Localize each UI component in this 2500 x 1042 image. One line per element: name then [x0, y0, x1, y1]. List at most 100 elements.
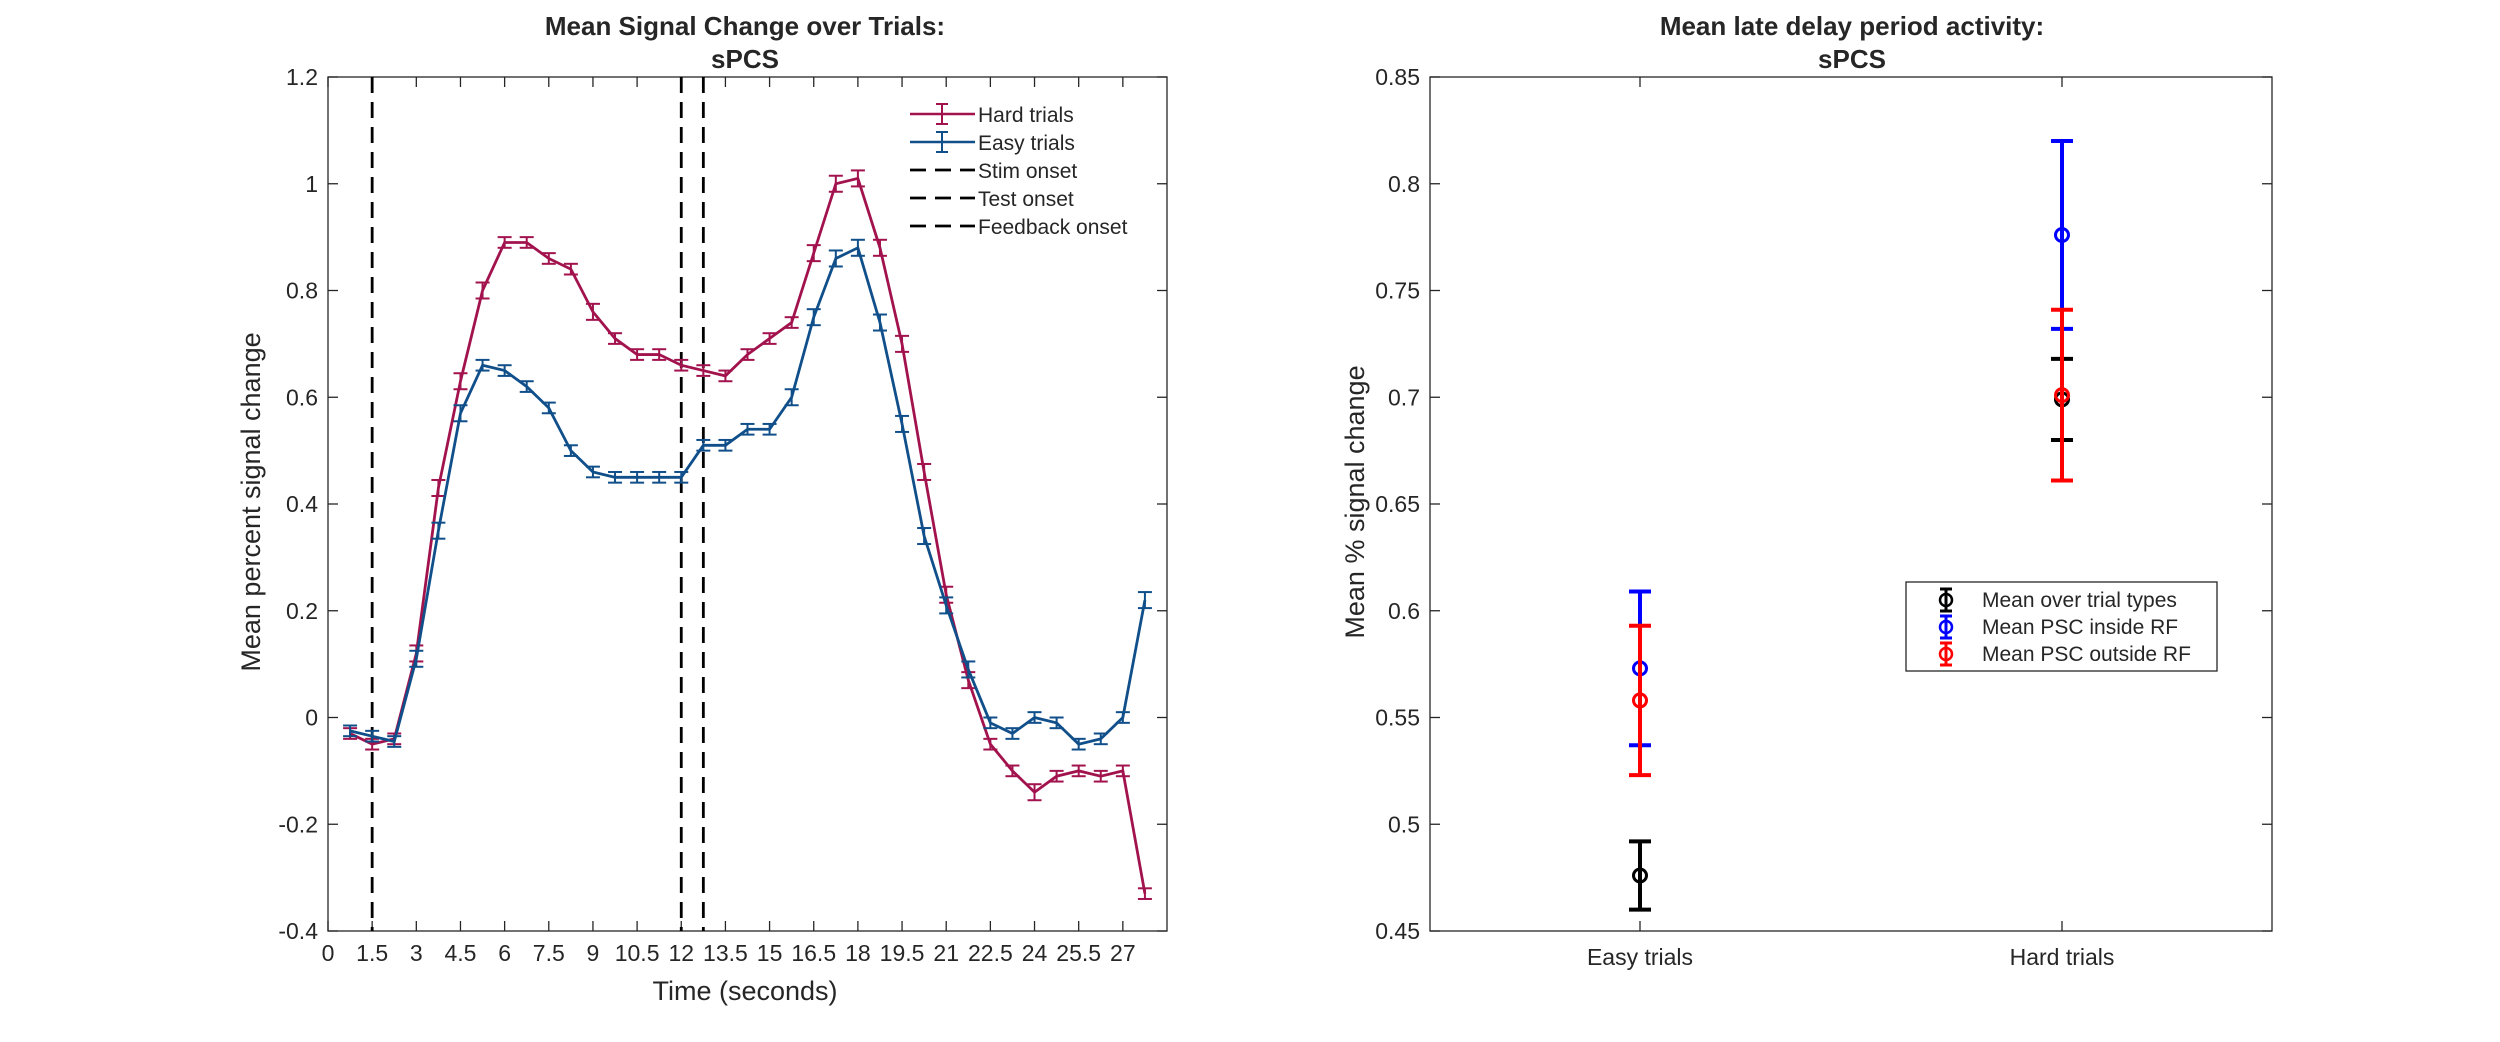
left-x-tick-label: 3 — [410, 940, 423, 966]
right-y-tick-label: 0.85 — [1375, 64, 1420, 90]
left-errorbar-easy — [431, 521, 446, 540]
left-x-tick-label: 0 — [322, 940, 335, 966]
signal-change-chart: Mean Signal Change over Trials: sPCS Tim… — [236, 11, 1168, 1006]
left-errorbar-hard — [519, 236, 534, 249]
right-legend: Mean over trial types Mean PSC inside RF M… — [1905, 581, 2218, 672]
left-errorbar-hard — [1137, 887, 1152, 900]
left-errorbar-easy — [453, 404, 468, 423]
left-errorbar-easy — [409, 649, 424, 668]
left-errorbar-easy — [762, 422, 777, 436]
left-y-tick-label: -0.2 — [278, 811, 318, 837]
left-errorbar-hard — [585, 302, 600, 321]
right-y-tick-label: 0.8 — [1388, 171, 1420, 197]
left-errorbar-easy — [343, 724, 358, 738]
right-x-tick-label: Easy trials — [1587, 944, 1693, 970]
left-x-tick-label: 10.5 — [615, 940, 660, 966]
left-x-tick-label: 21 — [933, 940, 959, 966]
left-errorbar-easy — [652, 470, 667, 484]
right-y-tick-label: 0.65 — [1375, 491, 1420, 517]
right-y-tick-label: 0.55 — [1375, 705, 1420, 731]
left-errorbar-easy — [1115, 711, 1130, 724]
left-legend-item: Feedback onset — [910, 216, 1128, 239]
left-x-tick-label: 27 — [1110, 940, 1136, 966]
left-errorbar-hard — [431, 478, 446, 497]
left-y-tick-label: 0.6 — [286, 384, 318, 410]
left-errorbar-easy — [1137, 591, 1152, 610]
left-errorbar-hard — [983, 737, 998, 751]
left-legend-item: Hard trials — [910, 103, 1074, 127]
left-errorbar-hard — [1071, 764, 1086, 778]
left-errorbar-hard — [696, 364, 711, 377]
right-point-outside_rf — [2051, 307, 2073, 483]
left-errorbar-hard — [872, 238, 887, 257]
left-x-tick-label: 7.5 — [533, 940, 565, 966]
left-y-tick-label: 0 — [305, 705, 318, 731]
right-axes-box — [1429, 76, 2273, 932]
left-errorbar-easy — [718, 438, 733, 452]
right-legend-item: Mean over trial types — [1938, 587, 2177, 613]
right-legend-box — [1905, 581, 2218, 672]
left-errorbar-easy — [541, 401, 556, 415]
right-plot-area: 0.45 0.5 0.55 0.6 0.65 0.7 0.75 0.8 0.85 Easy tri… — [1375, 64, 2273, 970]
left-y-axis-label: Mean percent signal change — [236, 332, 266, 671]
left-errorbar-hard — [784, 316, 799, 329]
left-errorbar-hard — [1049, 769, 1064, 783]
right-point-mean — [1629, 839, 1651, 912]
left-errorbar-easy — [519, 380, 534, 393]
left-errorbar-hard — [806, 244, 821, 263]
left-y-tick-label: 0.2 — [286, 598, 318, 624]
left-x-tick-label: 4.5 — [444, 940, 476, 966]
left-x-tick-label: 18 — [845, 940, 871, 966]
left-errorbar-easy — [497, 364, 512, 377]
left-x-tick-label: 15 — [757, 940, 783, 966]
left-y-tick-label: 1 — [305, 171, 318, 197]
left-legend-label: Feedback onset — [978, 216, 1128, 239]
late-delay-chart: Mean late delay period activity: sPCS Me… — [1340, 11, 2273, 970]
left-errorbar-easy — [895, 414, 910, 433]
left-x-tick-label: 16.5 — [791, 940, 836, 966]
right-point-inside_rf — [2051, 139, 2073, 331]
left-errorbar-easy — [674, 470, 689, 484]
left-errorbar-hard — [850, 169, 865, 188]
right-y-tick-label: 0.7 — [1388, 384, 1420, 410]
left-errorbar-hard — [895, 334, 910, 353]
right-legend-label: Mean PSC inside RF — [1982, 616, 2178, 639]
left-errorbar-hard — [475, 281, 490, 300]
left-x-tick-label: 6 — [498, 940, 511, 966]
left-errorbar-easy — [828, 249, 843, 268]
left-legend: Hard trials Easy trials Stim onset Test ons… — [910, 103, 1128, 239]
right-point-outside_rf — [1629, 623, 1651, 778]
left-y-tick-label: 0.8 — [286, 278, 318, 304]
left-errorbar-easy — [961, 660, 976, 679]
left-legend-label: Test onset — [978, 188, 1074, 211]
left-errorbar-hard — [497, 236, 512, 249]
left-errorbar-easy — [1005, 727, 1020, 740]
right-y-tick-label: 0.75 — [1375, 278, 1420, 304]
right-y-tick-label: 0.5 — [1388, 811, 1420, 837]
left-errorbar-easy — [1071, 737, 1086, 751]
left-errorbar-easy — [1027, 711, 1042, 724]
left-errorbar-easy — [1093, 732, 1108, 746]
left-x-tick-label: 13.5 — [703, 940, 748, 966]
right-legend-item: Mean PSC inside RF — [1938, 614, 2178, 640]
left-errorbar-easy — [365, 729, 380, 743]
left-errorbar-hard — [453, 372, 468, 391]
left-legend-label: Stim onset — [978, 160, 1077, 183]
right-legend-label: Mean PSC outside RF — [1982, 643, 2191, 666]
left-errorbar-hard — [762, 332, 777, 345]
left-errorbar-hard — [1115, 764, 1130, 778]
left-errorbar-hard — [1005, 764, 1020, 778]
right-y-tick-label: 0.6 — [1388, 598, 1420, 624]
left-legend-label: Hard trials — [978, 104, 1074, 127]
left-x-tick-label: 1.5 — [356, 940, 388, 966]
right-x-tick-label: Hard trials — [2010, 944, 2115, 970]
left-x-tick-label: 24 — [1022, 940, 1048, 966]
right-legend-item: Mean PSC outside RF — [1938, 641, 2191, 667]
right-chart-subtitle: sPCS — [1818, 44, 1886, 74]
left-chart-title: Mean Signal Change over Trials: — [545, 11, 945, 41]
left-errorbar-hard — [740, 348, 755, 361]
left-errorbar-easy — [585, 465, 600, 479]
left-errorbar-easy — [563, 444, 578, 457]
left-errorbar-hard — [652, 348, 667, 361]
